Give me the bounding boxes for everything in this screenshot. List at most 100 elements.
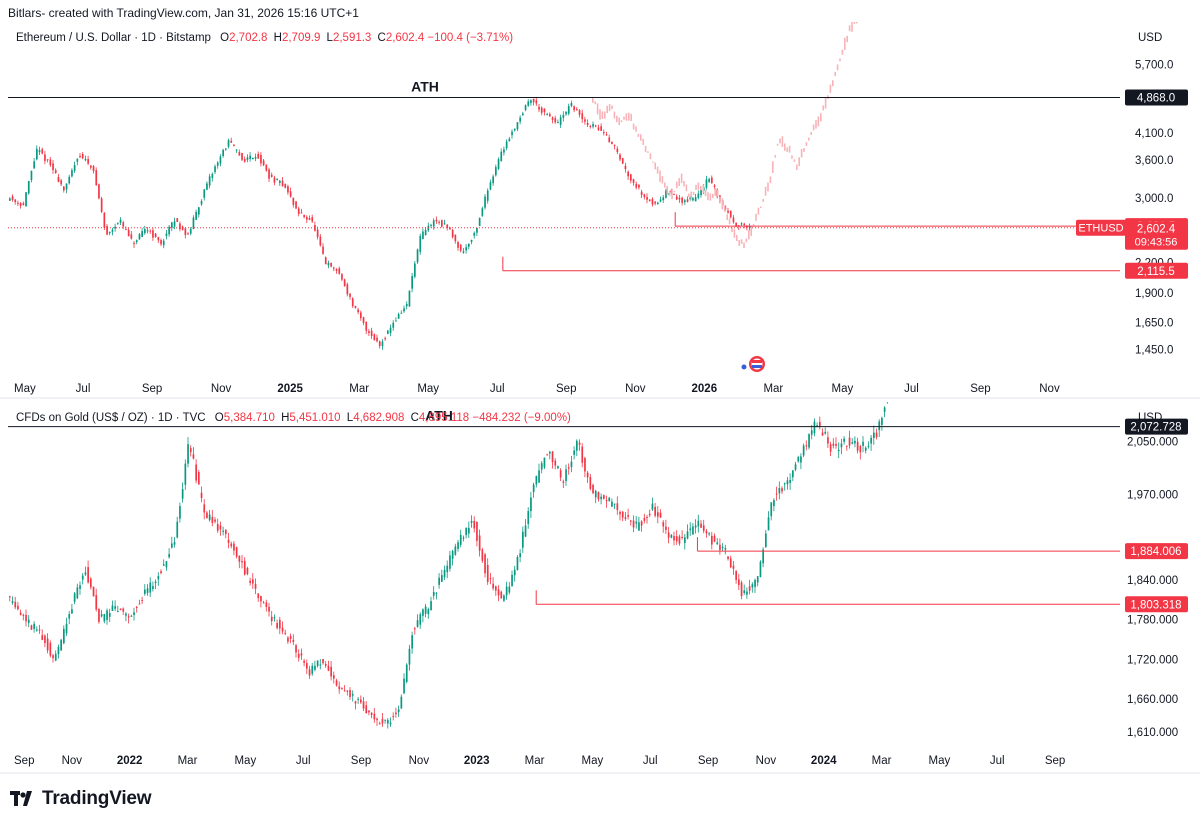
eth-candle: [71, 170, 73, 177]
eth-candle: [179, 223, 181, 230]
gold-candle: [495, 586, 497, 591]
eth-candle: [176, 218, 179, 222]
eth-candle: [694, 197, 697, 202]
eth-candle: [38, 150, 41, 153]
eth-projection-candle: [652, 161, 654, 163]
eth-candle: [297, 208, 300, 214]
gold-candle: [684, 537, 686, 544]
gold-candle: [354, 701, 357, 704]
eth-candle: [630, 174, 632, 181]
eth-candle: [284, 183, 287, 188]
gold-candle: [214, 519, 216, 522]
gold-candle: [125, 613, 127, 616]
gold-x-tick: Jul: [990, 755, 1005, 767]
eth-candle: [478, 217, 481, 227]
gold-candle: [648, 513, 651, 516]
eth-projection-candle: [791, 155, 793, 159]
gold-candle: [457, 542, 459, 549]
gold-candle: [759, 561, 762, 578]
gold-candle: [351, 693, 354, 696]
eth-candle: [81, 153, 84, 159]
eth-candle: [468, 243, 470, 247]
gold-candle: [762, 549, 764, 564]
gold-candle: [73, 593, 76, 602]
gold-candle: [195, 464, 197, 481]
eth-projection-candle: [800, 149, 803, 158]
gold-candle: [478, 535, 481, 551]
gold-candle: [192, 454, 195, 459]
eth-projection-candle: [846, 35, 848, 43]
gold-candle: [373, 713, 376, 720]
eth-candle: [111, 229, 114, 232]
gold-candle: [335, 680, 338, 686]
gold-candle: [613, 503, 616, 505]
gold-candle: [854, 440, 856, 444]
eth-projection-candle: [796, 164, 798, 170]
eth-candle: [260, 154, 262, 164]
gold-y-tick: 1,610.000: [1127, 727, 1178, 739]
gold-candle: [713, 535, 716, 542]
eth-projection-candle: [709, 193, 712, 201]
eth-candle: [481, 208, 484, 216]
eth-projection-candle: [738, 240, 740, 246]
eth-currency-button[interactable]: USD: [1138, 32, 1163, 44]
gold-candle: [573, 450, 575, 455]
eth-candle: [627, 171, 629, 177]
gold-candle: [697, 520, 700, 527]
gold-candle: [441, 575, 443, 582]
gold-candle: [754, 579, 756, 587]
eth-candle: [362, 317, 365, 323]
eth-candle: [98, 184, 100, 199]
eth-candle: [52, 163, 54, 171]
tradingview-logo-icon: [10, 791, 32, 806]
gold-candle: [581, 446, 584, 463]
gold-open-label: O: [214, 412, 224, 424]
eth-candle: [149, 230, 152, 232]
gold-y-tick: 1,840.000: [1127, 575, 1178, 587]
gold-candle: [576, 440, 578, 451]
gold-candle: [667, 532, 670, 538]
gold-candle: [789, 479, 791, 483]
tradingview-brand[interactable]: TradingView: [10, 788, 152, 810]
eth-projection-candle: [829, 84, 832, 93]
eth-projection-candle: [592, 97, 594, 103]
eth-close-label: C: [377, 32, 386, 44]
eth-candle: [708, 178, 710, 182]
gold-candle: [678, 536, 681, 544]
gold-candle: [719, 544, 721, 550]
gold-candle: [446, 565, 449, 573]
eth-x-tick: Jul: [76, 383, 91, 395]
eth-candle: [335, 269, 338, 271]
eth-candle: [9, 198, 11, 201]
gold-x-tick: Nov: [62, 755, 83, 767]
gold-candle: [716, 542, 719, 545]
eth-candle: [327, 262, 330, 266]
eth-x-tick: Jul: [490, 383, 505, 395]
eth-projection-candle: [676, 181, 678, 189]
gold-change: −484.232 (−9.00%): [472, 412, 571, 424]
gold-candle: [721, 547, 724, 549]
eth-candle: [138, 234, 141, 240]
eth-candle: [73, 165, 76, 171]
eth-candle: [381, 341, 384, 347]
gold-candle: [686, 531, 689, 539]
eth-candle: [603, 132, 605, 134]
eth-projection-candle: [642, 138, 644, 146]
gold-candle: [171, 543, 173, 548]
gold-candle: [681, 536, 683, 538]
eth-candle: [225, 148, 227, 150]
eth-candle: [554, 118, 557, 123]
eth-projection-candle: [668, 190, 671, 197]
eth-candle: [500, 151, 503, 162]
eth-candle: [95, 170, 98, 186]
eth-candle: [311, 217, 314, 222]
gold-candle: [65, 623, 68, 634]
eth-candle: [208, 176, 211, 186]
gold-candle: [870, 437, 872, 444]
eth-projection-candle: [834, 72, 836, 77]
eth-high-value: 2,709.9: [281, 32, 321, 44]
gold-currency-button[interactable]: USD: [1138, 412, 1163, 424]
eth-candle: [27, 180, 30, 194]
gold-candle: [189, 448, 192, 453]
eth-projection-candle: [822, 105, 824, 111]
